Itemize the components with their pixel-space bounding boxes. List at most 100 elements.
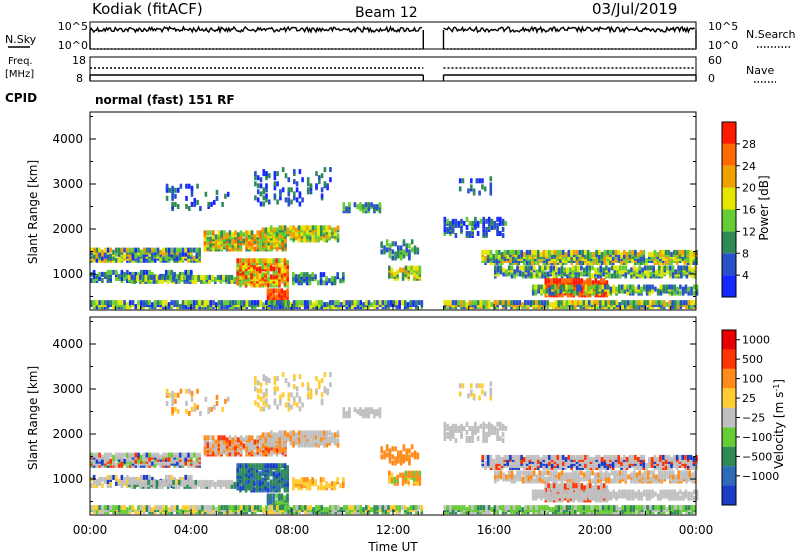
power-point	[216, 274, 220, 280]
velocity-point	[261, 432, 265, 438]
nave-label: Nave	[746, 64, 774, 77]
velocity-point	[170, 474, 174, 480]
power-point	[571, 300, 574, 306]
power-point	[281, 300, 285, 306]
power-point	[398, 300, 401, 306]
velocity-point	[317, 440, 320, 446]
power-point	[521, 271, 525, 277]
velocity-point	[391, 454, 395, 460]
velocity-point	[328, 505, 332, 511]
power-point	[179, 183, 183, 189]
power-point	[98, 247, 101, 253]
power-point	[101, 300, 104, 306]
velocity-point	[109, 505, 112, 511]
velocity-point	[292, 430, 295, 436]
power-point	[663, 265, 666, 271]
power-point	[385, 239, 389, 245]
power-point	[239, 258, 242, 264]
power-point	[465, 224, 469, 230]
power-point	[198, 300, 201, 306]
power-point	[286, 288, 289, 294]
power-point	[662, 284, 665, 290]
power-point	[577, 265, 580, 271]
power-point	[275, 258, 278, 264]
velocity-point	[306, 386, 310, 392]
velocity-point	[179, 388, 183, 394]
velocity-point	[320, 398, 324, 404]
power-point	[236, 262, 239, 268]
power-point	[574, 300, 577, 306]
power-point	[215, 189, 219, 195]
velocity-point	[255, 475, 259, 481]
power-point	[620, 284, 624, 290]
velocity-point	[280, 463, 284, 469]
power-point	[692, 251, 696, 257]
power-point	[192, 304, 196, 310]
power-point	[300, 231, 304, 237]
velocity-point	[153, 462, 157, 468]
velocity-point	[301, 402, 304, 408]
power-point	[340, 302, 343, 308]
power-point	[446, 226, 449, 232]
velocity-point	[393, 476, 397, 482]
power-point	[662, 288, 665, 294]
power-point	[639, 249, 643, 255]
power-point	[150, 274, 153, 280]
power-point	[151, 302, 154, 308]
power-point	[451, 218, 455, 224]
velocity-point	[412, 505, 415, 511]
power-point	[286, 227, 290, 233]
velocity-point	[342, 477, 345, 483]
power-point	[595, 284, 599, 290]
velocity-point	[259, 396, 263, 402]
power-point	[193, 197, 197, 203]
velocity-point	[159, 454, 162, 460]
velocity-point	[476, 425, 480, 431]
power-point	[330, 276, 334, 282]
power-point	[515, 300, 519, 306]
power-point	[151, 247, 154, 253]
power-point	[273, 300, 276, 306]
velocity-point	[584, 458, 587, 464]
velocity-point	[145, 505, 149, 511]
velocity-point	[336, 430, 340, 436]
power-point	[259, 183, 263, 189]
velocity-point	[451, 431, 455, 437]
power-point	[253, 264, 256, 270]
power-point	[373, 304, 376, 310]
power-point	[689, 258, 693, 263]
velocity-point	[269, 487, 273, 493]
power-point	[408, 253, 411, 259]
power-point	[301, 300, 304, 306]
power-point	[543, 288, 546, 294]
velocity-point	[570, 463, 573, 468]
velocity-point	[348, 407, 351, 413]
power-point	[117, 247, 121, 253]
power-point	[112, 255, 115, 261]
power-point	[659, 249, 662, 255]
power-point	[409, 300, 412, 306]
power-point	[208, 274, 211, 280]
power-point	[595, 249, 598, 255]
power-point	[407, 265, 410, 271]
power-point	[176, 247, 179, 253]
power-point	[638, 269, 641, 275]
velocity-point	[177, 479, 181, 485]
velocity-point	[115, 474, 118, 480]
velocity-point	[231, 505, 235, 511]
velocity-point	[501, 423, 505, 429]
velocity-point	[399, 460, 403, 466]
velocity-point	[203, 449, 207, 455]
power-point	[228, 300, 232, 306]
power-point	[507, 300, 510, 306]
velocity-point	[265, 388, 268, 394]
power-point	[212, 230, 215, 236]
velocity-point	[196, 388, 199, 394]
velocity-point	[267, 471, 270, 477]
velocity-point	[295, 392, 299, 398]
power-point	[174, 201, 177, 207]
power-point	[333, 276, 337, 282]
power-point	[584, 284, 588, 290]
power-point	[267, 266, 270, 272]
velocity-point	[181, 505, 185, 511]
